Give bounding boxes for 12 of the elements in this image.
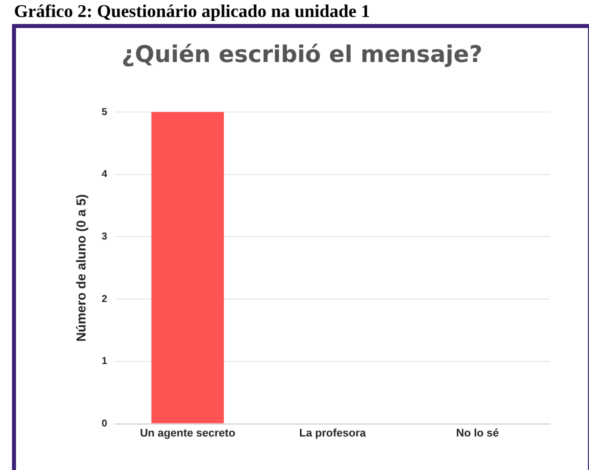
y-tick-label: 5 <box>102 106 108 118</box>
y-tick-label: 3 <box>102 231 108 242</box>
y-tick-label: 2 <box>102 294 108 305</box>
y-tick-label: 4 <box>102 169 108 180</box>
x-tick-label: La profesora <box>299 427 367 440</box>
y-tick-label: 1 <box>102 356 108 368</box>
text: Gráfico 2: Questionário aplicado na unidade 1 <box>14 0 370 22</box>
x-tick-label: Un agente secreto <box>140 427 236 440</box>
y-tick-label: 0 <box>102 418 108 430</box>
y-axis-title: Número de aluno (0 a 5) <box>73 194 88 342</box>
chart-title: ¿Quién escribió el mensaje? <box>120 42 484 68</box>
x-tick-label: No lo sé <box>456 427 499 440</box>
